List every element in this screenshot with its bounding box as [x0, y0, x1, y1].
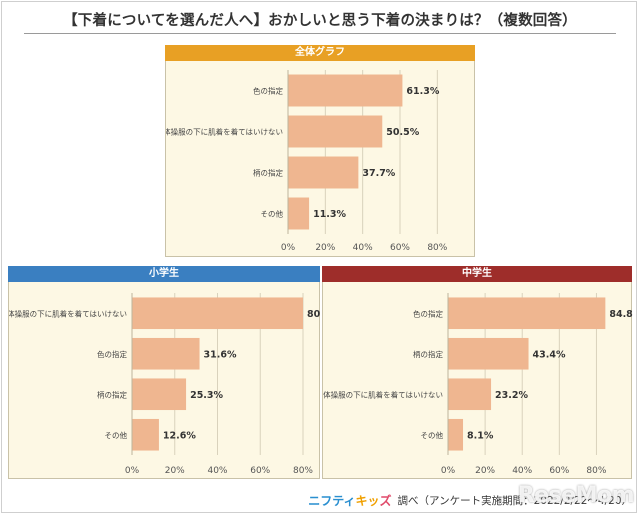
- category-label: その他: [261, 209, 284, 219]
- category-label: 色の指定: [97, 349, 127, 359]
- x-tick-label: 60%: [390, 243, 410, 253]
- category-label: 体操服の下に肌着を着てはいけない: [166, 127, 283, 137]
- bar: [132, 378, 187, 411]
- chart-panel-elementary: 小学生 0% 20% 40% 60% 80% 体操服の下に肌着を着てはいけない 80.0% 色…: [8, 266, 321, 479]
- source-footer: ニフティキッズ 調べ（アンケート実施期間：2022/2/22～4/20）: [308, 490, 632, 510]
- bar-chart-middle: 0% 20% 40% 60% 80% 色の指定 84.8% 柄の指定 43.4% 体操服の下に肌着…: [323, 293, 633, 476]
- category-label: 柄の指定: [253, 168, 283, 178]
- bar: [448, 378, 492, 411]
- data-label: 31.6%: [204, 349, 237, 360]
- x-tick-label: 0%: [441, 466, 456, 476]
- page-title: 【下着についてを選んだ人へ】おかしいと思う下着の決まりは？（複数回答）: [63, 13, 577, 29]
- bar: [132, 418, 159, 451]
- bar: [288, 74, 403, 107]
- bar: [132, 297, 303, 330]
- x-tick-label: 40%: [512, 466, 532, 476]
- x-tick-label: 20%: [475, 466, 495, 476]
- category-label: その他: [105, 430, 128, 440]
- watermark-logo: ReseMom: [517, 483, 635, 508]
- data-label: 50.5%: [386, 127, 419, 138]
- bar: [448, 297, 606, 330]
- category-label: 色の指定: [413, 308, 443, 318]
- data-label: 80.0%: [307, 309, 321, 320]
- data-label: 12.6%: [163, 430, 196, 441]
- panel-title-all: 全体グラフ: [165, 45, 475, 61]
- chart-panel-middle: 中学生 0% 20% 40% 60% 80% 色の指定 84.8% 柄の指定 43.4% 体操服の…: [322, 266, 633, 479]
- data-label: 23.2%: [495, 390, 528, 401]
- category-label: 色の指定: [253, 86, 283, 96]
- category-label: その他: [421, 430, 444, 440]
- bar: [288, 115, 383, 148]
- x-tick-label: 60%: [549, 466, 569, 476]
- x-tick-label: 40%: [353, 243, 373, 253]
- brand-logo: ニフティキッズ: [308, 493, 392, 508]
- x-tick-label: 60%: [250, 466, 270, 476]
- data-label: 25.3%: [190, 390, 223, 401]
- bar: [448, 418, 464, 451]
- x-tick-label: 0%: [281, 243, 296, 253]
- x-tick-label: 80%: [427, 243, 447, 253]
- x-tick-label: 80%: [586, 466, 606, 476]
- x-tick-label: 80%: [293, 466, 313, 476]
- x-tick-label: 0%: [125, 466, 140, 476]
- bar: [448, 337, 529, 370]
- panel-title-middle: 中学生: [322, 266, 632, 282]
- bar: [288, 156, 359, 189]
- data-label: 37.7%: [362, 168, 395, 179]
- data-label: 84.8%: [609, 309, 633, 320]
- category-label: 柄の指定: [97, 389, 127, 399]
- data-label: 8.1%: [467, 430, 494, 441]
- data-label: 11.3%: [313, 209, 346, 220]
- x-tick-label: 20%: [165, 466, 185, 476]
- category-label: 体操服の下に肌着を着てはいけない: [323, 389, 443, 399]
- source-text: 調べ（アンケート実施期間：2022/2/22～4/20）: [397, 494, 633, 507]
- bar-chart-all: 0% 20% 40% 60% 80% 色の指定 61.3% 体操服の下に肌着を着てはいけない 5…: [166, 70, 448, 253]
- panel-title-elementary: 小学生: [8, 266, 320, 282]
- data-label: 61.3%: [406, 86, 439, 97]
- data-label: 43.4%: [533, 349, 566, 360]
- bar: [288, 197, 310, 230]
- title-divider: [24, 33, 616, 34]
- bar-chart-elementary: 0% 20% 40% 60% 80% 体操服の下に肌着を着てはいけない 80.0% 色の指定 3…: [9, 293, 321, 476]
- category-label: 柄の指定: [413, 349, 443, 359]
- category-label: 体操服の下に肌着を着てはいけない: [9, 308, 127, 318]
- x-tick-label: 20%: [315, 243, 335, 253]
- bar: [132, 337, 200, 370]
- x-tick-label: 40%: [207, 466, 227, 476]
- chart-panel-all: 全体グラフ 0% 20% 40% 60% 80% 色の指定 61.3% 体操服の下に肌着を着て…: [165, 45, 475, 257]
